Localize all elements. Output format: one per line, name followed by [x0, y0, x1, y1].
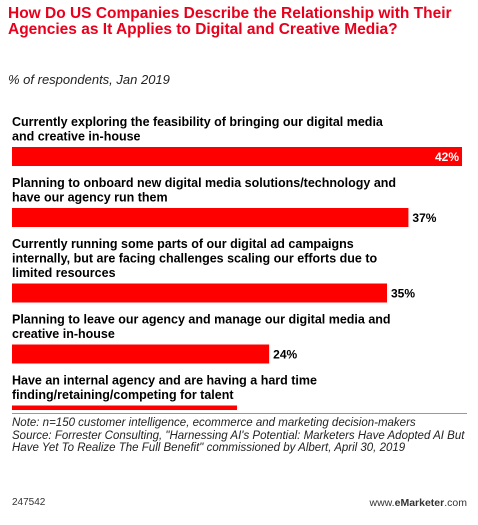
brand-link[interactable]: www.eMarketer.com: [370, 497, 467, 509]
chart-id: 247542: [12, 497, 46, 508]
value-label: 21%: [241, 409, 265, 411]
bar: [12, 208, 409, 227]
brand-name: eMarketer: [394, 497, 445, 509]
bar: [12, 405, 237, 410]
value-label: 37%: [412, 211, 436, 225]
brand-suffix: .com: [444, 497, 467, 509]
bar: [12, 283, 387, 303]
chart-note: Note: n=150 customer intelligence, ecomm…: [12, 417, 416, 429]
category-label: Currently running some parts of our digi…: [12, 237, 377, 280]
category-label: Planning to onboard new digital media so…: [12, 176, 396, 205]
chart-source: Source: Forrester Consulting, "Harnessin…: [12, 429, 465, 455]
value-label: 42%: [435, 150, 459, 164]
footer-divider: [12, 413, 467, 414]
value-label: 35%: [391, 287, 415, 301]
bar: [12, 147, 462, 166]
chart-title: How Do US Companies Describe the Relatio…: [8, 5, 452, 38]
chart-subtitle: % of respondents, Jan 2019: [8, 72, 170, 87]
category-label: Have an internal agency and are having a…: [12, 374, 317, 403]
bar: [12, 344, 270, 364]
category-label: Planning to leave our agency and manage …: [12, 313, 391, 342]
brand-prefix: www.: [369, 497, 395, 509]
chart-bottom-bar: 247542 www.eMarketer.com: [12, 497, 467, 509]
category-label: Currently exploring the feasibility of b…: [12, 115, 384, 144]
value-label: 24%: [273, 348, 297, 362]
bar-chart: Currently exploring the feasibility of b…: [12, 115, 462, 411]
chart-footer: Note: n=150 customer intelligence, ecomm…: [12, 413, 467, 455]
